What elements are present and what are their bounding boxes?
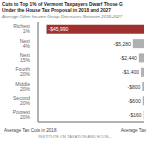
html-text:Under the House Tax Proposal i: Under the House Tax Proposal in 2018 and… bbox=[2, 8, 111, 13]
svg-text:-$600: -$600 bbox=[128, 98, 141, 104]
html-text:Cuts to Top 1% of Vermont Taxp: Cuts to Top 1% of Vermont Taxpayers Dwar… bbox=[2, 2, 123, 7]
svg-text:Middle20%: Middle20% bbox=[15, 81, 30, 92]
html-text:Average Tax Cuts in 2018: Average Tax Cuts in 2018 bbox=[4, 128, 57, 133]
svg-text:Richest1%: Richest1% bbox=[13, 23, 30, 34]
html-text:Average Other Income Group Dec: Average Other Income Group Decreases Bet… bbox=[2, 14, 123, 19]
svg-text:Next15%: Next15% bbox=[20, 52, 31, 63]
svg-text:-$800: -$800 bbox=[128, 84, 141, 90]
html-text:Average Tax: Average Tax bbox=[120, 128, 146, 133]
svg-text:-$45,990: -$45,990 bbox=[49, 26, 69, 32]
svg-text:Next4%: Next4% bbox=[20, 38, 31, 49]
svg-text:-$5,280: -$5,280 bbox=[114, 41, 131, 47]
svg-text:Second20%: Second20% bbox=[13, 95, 31, 106]
svg-text:-$1,400: -$1,400 bbox=[122, 69, 139, 75]
svg-text:-$2,440: -$2,440 bbox=[120, 55, 137, 61]
svg-text:Fourth20%: Fourth20% bbox=[16, 66, 31, 77]
svg-text:-$160: -$160 bbox=[129, 112, 142, 118]
html-text:INSTITUTE ON TAXATION AND ECON: INSTITUTE ON TAXATION AND ECON... bbox=[38, 134, 112, 139]
svg-text:Poorest20%: Poorest20% bbox=[13, 109, 31, 120]
